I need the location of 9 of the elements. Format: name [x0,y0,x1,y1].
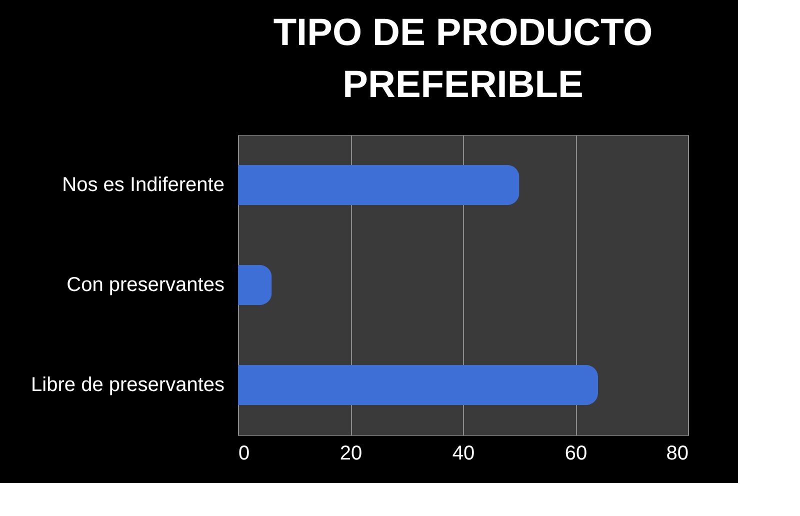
chart-title: TIPO DE PRODUCTO PREFERIBLE [273,12,653,106]
y-tick-label: Nos es Indiferente [62,174,224,196]
x-tick-label: 60 [564,442,588,464]
y-tick-label: Libre de preservantes [31,374,224,396]
x-tick-label: 20 [340,442,362,464]
y-tick-label: Con preservantes [66,274,224,296]
x-tick-label: 0 [238,442,250,464]
x-tick-label: 80 [666,442,688,464]
x-tick-label: 40 [452,442,475,464]
